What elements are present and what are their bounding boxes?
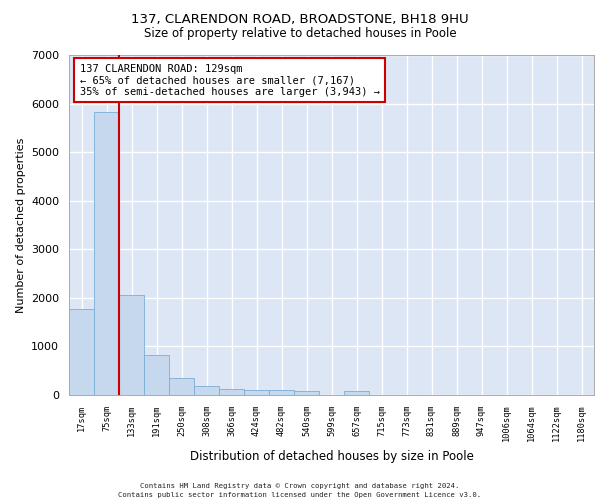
Text: 137, CLARENDON ROAD, BROADSTONE, BH18 9HU: 137, CLARENDON ROAD, BROADSTONE, BH18 9H… — [131, 12, 469, 26]
Bar — [194, 386, 219, 395]
Bar — [294, 391, 319, 395]
X-axis label: Distribution of detached houses by size in Poole: Distribution of detached houses by size … — [190, 450, 473, 463]
Bar — [344, 392, 369, 395]
Text: 137 CLARENDON ROAD: 129sqm
← 65% of detached houses are smaller (7,167)
35% of s: 137 CLARENDON ROAD: 129sqm ← 65% of deta… — [79, 64, 380, 96]
Y-axis label: Number of detached properties: Number of detached properties — [16, 138, 26, 312]
Bar — [219, 389, 244, 395]
Text: Contains HM Land Registry data © Crown copyright and database right 2024.
Contai: Contains HM Land Registry data © Crown c… — [118, 483, 482, 498]
Bar — [69, 308, 94, 395]
Bar — [94, 112, 119, 395]
Bar — [119, 295, 144, 395]
Bar — [269, 390, 294, 395]
Text: Size of property relative to detached houses in Poole: Size of property relative to detached ho… — [143, 28, 457, 40]
Bar — [169, 378, 194, 395]
Bar — [144, 355, 169, 395]
Bar — [244, 390, 269, 395]
